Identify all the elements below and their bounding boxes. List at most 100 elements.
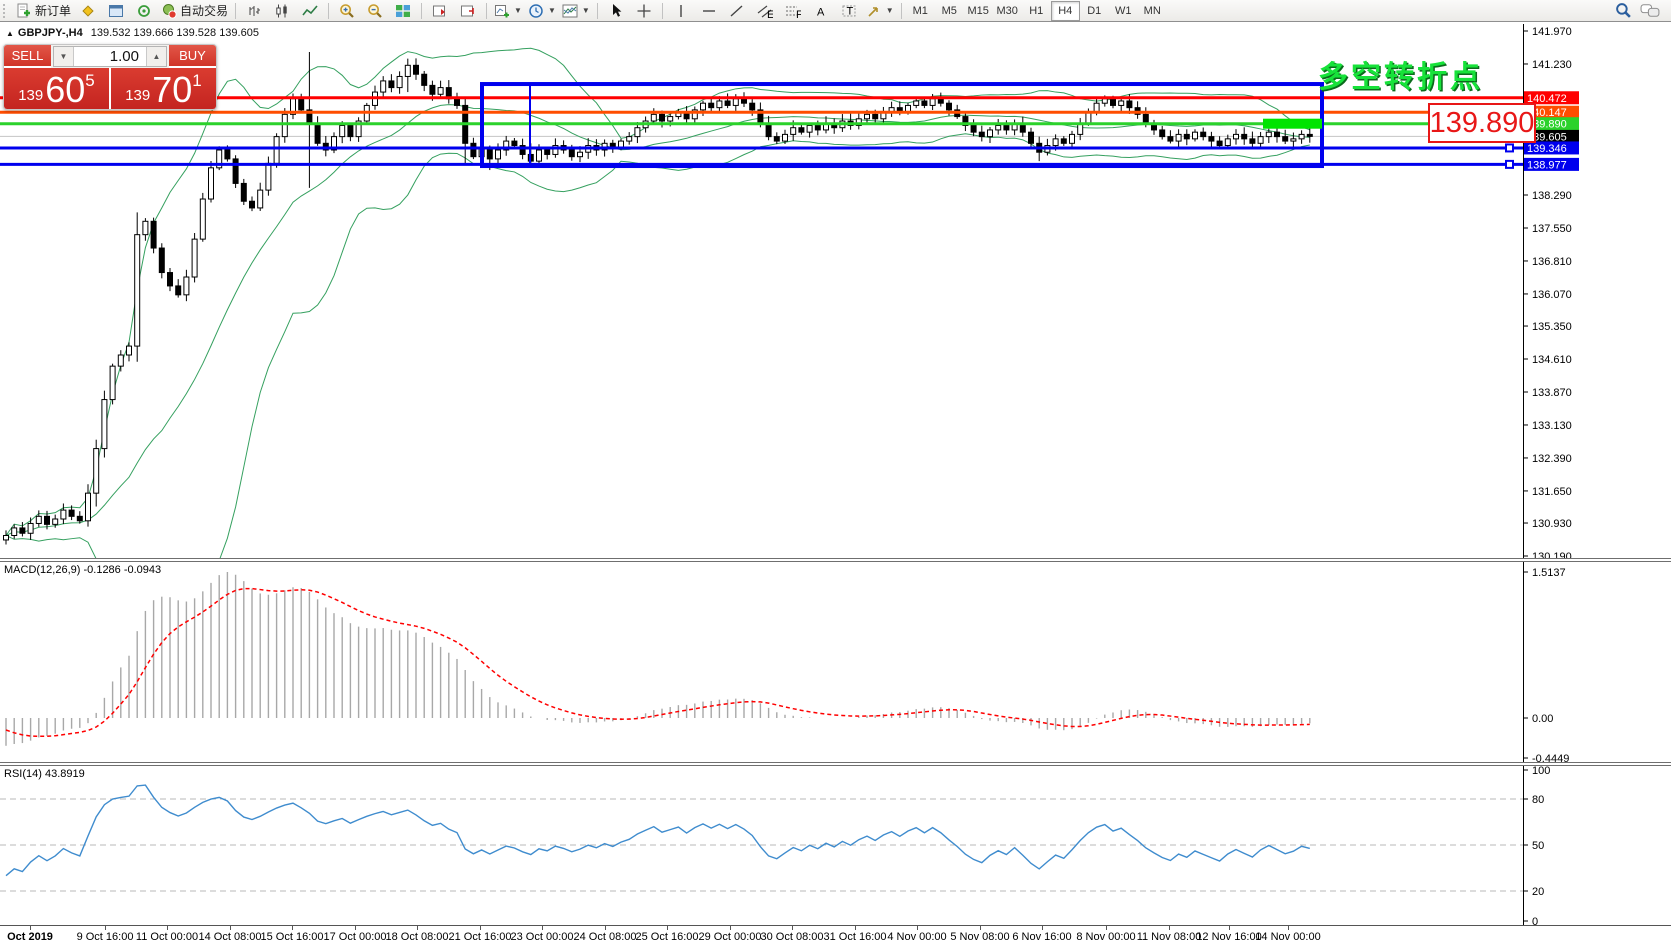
indicators-button[interactable]: ▼ bbox=[559, 0, 593, 22]
horizontal-line-tool-button[interactable] bbox=[695, 0, 723, 22]
rsi-axis-tick: 0 bbox=[1532, 916, 1538, 925]
symbol-ohlc-values: 139.532 139.666 139.528 139.605 bbox=[90, 27, 259, 39]
time-axis[interactable]: Oct 2019 9 Oct 16:00 11 Oct 00:00 14 Oct 08… bbox=[0, 925, 1671, 947]
panel-separator[interactable] bbox=[0, 558, 1671, 562]
rsi-canvas[interactable]: 100 80 50 20 0 bbox=[0, 765, 1671, 928]
price-axis-tick: 141.970 bbox=[1532, 26, 1572, 38]
time-axis-label: 21 Oct 16:00 bbox=[448, 931, 512, 943]
equidistant-channel-icon: E bbox=[757, 5, 773, 19]
line-chart-button[interactable] bbox=[296, 0, 324, 22]
yellow-diamond-icon bbox=[82, 4, 94, 17]
time-axis-tick bbox=[980, 926, 981, 930]
volume-input[interactable]: 1.00 bbox=[109, 48, 139, 65]
line-handle bbox=[1505, 143, 1514, 153]
chart-symbol-info: ▲ GBPJPY-,H4 139.532 139.666 139.528 139.6… bbox=[6, 27, 259, 39]
tab-timeframe-H1[interactable]: H1 bbox=[1029, 4, 1044, 17]
crosshair-tool-button[interactable] bbox=[630, 0, 658, 22]
time-axis-label: 17 Oct 00:00 bbox=[323, 931, 387, 943]
volume-decrease-button[interactable]: ▼ bbox=[54, 47, 74, 66]
time-axis-tick bbox=[1106, 926, 1107, 930]
price-axis-tick: 131.650 bbox=[1532, 486, 1572, 498]
chart-shift-button[interactable] bbox=[454, 0, 482, 22]
cursor-tool-button[interactable] bbox=[602, 0, 630, 22]
time-axis-label: 14 Oct 08:00 bbox=[198, 931, 262, 943]
new-order-label: 新订单 bbox=[35, 4, 72, 18]
buy-button[interactable]: BUY bbox=[169, 45, 216, 68]
time-axis-tick bbox=[917, 926, 918, 930]
main-chart-canvas[interactable]: 141.970 141.230 138.290 137.550 136.810 136.0… bbox=[0, 24, 1671, 656]
zoom-out-button[interactable] bbox=[361, 0, 389, 22]
price-axis-tick: 130.190 bbox=[1532, 551, 1572, 558]
new-order-button[interactable]: 新订单 bbox=[13, 0, 74, 22]
tab-timeframe-H4[interactable]: H4 bbox=[1050, 0, 1080, 21]
price-badge-text: 140.472 bbox=[1527, 93, 1567, 105]
market-watch-button[interactable] bbox=[102, 0, 130, 22]
toolbar-grip[interactable] bbox=[3, 3, 10, 18]
tab-timeframe-M5[interactable]: M5 bbox=[941, 4, 957, 17]
sell-button[interactable]: SELL bbox=[4, 45, 51, 68]
price-axis-tick: 135.350 bbox=[1532, 321, 1572, 333]
bollinger-middle-band bbox=[5, 104, 1310, 536]
text-tool-button[interactable]: A bbox=[807, 0, 835, 22]
autotrading-icon bbox=[163, 3, 177, 19]
price-axis-tick: 136.070 bbox=[1532, 289, 1572, 301]
time-axis-label: 9 Oct 16:00 bbox=[76, 931, 134, 943]
price-axis-tick: 133.130 bbox=[1532, 420, 1572, 432]
sell-price-box[interactable]: 139 60 5 bbox=[4, 68, 109, 109]
rsi-axis-tick: 80 bbox=[1532, 794, 1544, 806]
crosshair-icon bbox=[637, 4, 651, 17]
price-badge-text: 139.890 bbox=[1527, 119, 1567, 131]
buy-price-big: 70 bbox=[152, 69, 193, 110]
fibonacci-tool-button[interactable]: F bbox=[779, 0, 807, 22]
main-chart-panel: 141.970 141.230 138.290 137.550 136.810 136.0… bbox=[0, 24, 1671, 656]
macd-canvas[interactable]: 1.5137 0.00 -0.4449 bbox=[0, 562, 1671, 765]
auto-scroll-button[interactable] bbox=[426, 0, 454, 22]
time-axis-label: 5 Nov 08:00 bbox=[950, 931, 1010, 943]
svg-text:E: E bbox=[767, 9, 773, 19]
bar-chart-button[interactable] bbox=[240, 0, 268, 22]
sell-price-prefix: 139 bbox=[18, 87, 44, 104]
tab-timeframe-M1[interactable]: M1 bbox=[912, 4, 928, 17]
vertical-line-tool-button[interactable] bbox=[667, 0, 695, 22]
channel-tool-button[interactable]: E bbox=[751, 0, 779, 22]
indicators-icon bbox=[562, 4, 578, 17]
chat-icon[interactable] bbox=[1640, 2, 1661, 19]
volume-increase-button[interactable]: ▲ bbox=[146, 47, 166, 66]
new-chart-button[interactable]: ▼ bbox=[491, 0, 525, 22]
time-axis-tick bbox=[230, 926, 231, 930]
svg-text:T: T bbox=[846, 5, 853, 17]
label-tool-button[interactable]: T bbox=[835, 0, 863, 22]
tab-timeframe-W1[interactable]: W1 bbox=[1114, 4, 1132, 17]
periods-button[interactable]: ▼ bbox=[525, 0, 559, 22]
rsi-axis-tick: 50 bbox=[1532, 840, 1544, 852]
price-badge-139.346 bbox=[1524, 141, 1579, 155]
price-badge-text: 139.346 bbox=[1527, 143, 1567, 155]
signals-button[interactable] bbox=[130, 0, 158, 22]
candlestick-chart-button[interactable] bbox=[268, 0, 296, 22]
trendline-tool-button[interactable] bbox=[723, 0, 751, 22]
price-axis-tick: 136.810 bbox=[1532, 256, 1572, 268]
metaeditor-button[interactable] bbox=[74, 0, 102, 22]
tab-timeframe-M30[interactable]: M30 bbox=[996, 4, 1018, 17]
time-axis-label: Oct 2019 bbox=[7, 931, 53, 943]
time-axis-tick bbox=[605, 926, 606, 930]
time-axis-tick bbox=[855, 926, 856, 930]
new-chart-icon bbox=[495, 4, 510, 17]
vertical-line-icon bbox=[680, 4, 682, 17]
zoom-in-button[interactable] bbox=[333, 0, 361, 22]
clock-icon bbox=[529, 3, 543, 18]
tile-windows-button[interactable] bbox=[389, 0, 417, 22]
panel-separator[interactable] bbox=[0, 762, 1671, 766]
time-axis-label: 24 Oct 08:00 bbox=[573, 931, 637, 943]
arrows-tool-button[interactable]: ▼ bbox=[863, 0, 897, 22]
tab-timeframe-M15[interactable]: M15 bbox=[967, 4, 989, 17]
zoom-in-icon bbox=[340, 3, 354, 18]
buy-price-box[interactable]: 139 70 1 bbox=[111, 68, 216, 109]
tab-timeframe-MN[interactable]: MN bbox=[1143, 4, 1161, 17]
autotrading-button[interactable]: 自动交易 bbox=[158, 0, 231, 22]
time-axis-label: 18 Oct 08:00 bbox=[385, 931, 449, 943]
search-icon[interactable] bbox=[1615, 2, 1632, 19]
time-axis-tick bbox=[480, 926, 481, 930]
rsi-axis-tick: 20 bbox=[1532, 886, 1544, 898]
tab-timeframe-D1[interactable]: D1 bbox=[1087, 4, 1102, 17]
